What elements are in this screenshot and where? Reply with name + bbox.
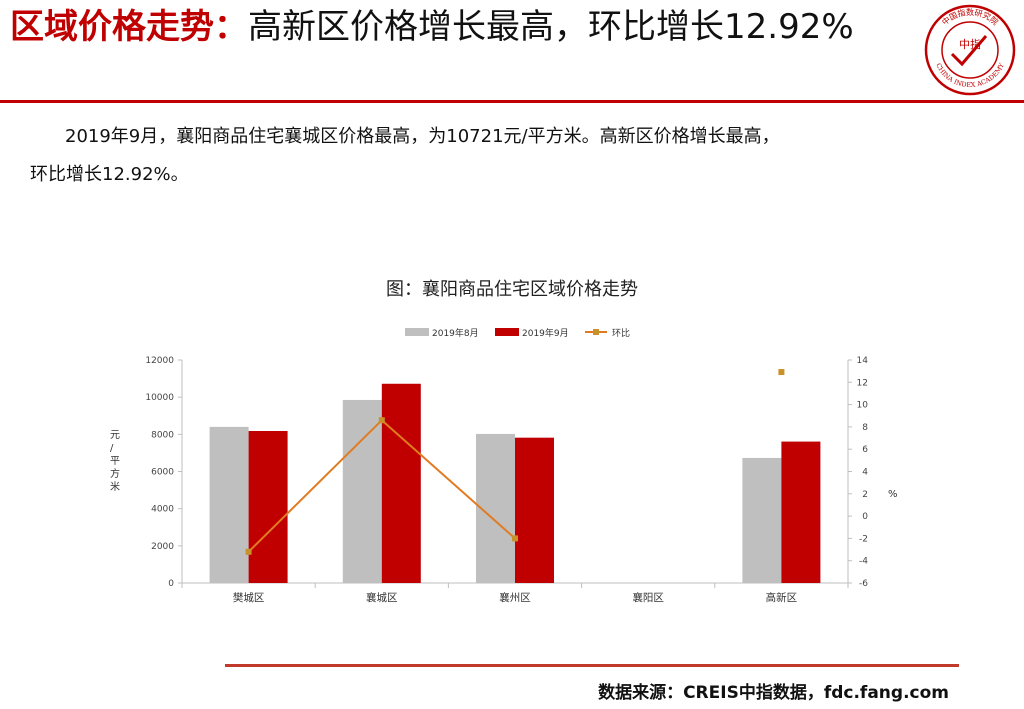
logo-top-text: 中国指数研究院 — [940, 7, 1001, 27]
line-point — [778, 369, 785, 376]
bar — [515, 437, 554, 583]
y2-tick-label: -6 — [859, 579, 868, 589]
bar — [781, 441, 821, 583]
legend-swatch — [405, 328, 429, 336]
legend-swatch-marker — [593, 329, 599, 335]
line-point — [245, 548, 252, 555]
y-axis-label-char: 米 — [110, 480, 120, 493]
y-tick-label: 8000 — [151, 430, 174, 440]
y-tick-label: 0 — [168, 579, 174, 589]
y-tick-label: 4000 — [151, 505, 174, 515]
page-title-highlight: 区域价格走势： — [10, 7, 248, 47]
bar — [248, 430, 288, 583]
y-tick-label: 12000 — [145, 356, 174, 366]
x-tick-label: 襄城区 — [366, 591, 398, 604]
footer-divider — [225, 664, 959, 667]
x-tick-label: 樊城区 — [233, 591, 265, 604]
x-tick-label: 襄阳区 — [632, 591, 664, 604]
y-axis-label: 元 / 平方米 — [110, 430, 120, 493]
logo-check-mark — [950, 35, 988, 67]
legend-label: 2019年8月 — [432, 327, 479, 339]
summary-paragraph: 2019年9月，襄阳商品住宅襄城区价格最高，为10721元/平方米。高新区价格增… — [30, 118, 1010, 194]
y-axis-label-char: 方 — [110, 467, 120, 480]
y2-tick-label: 0 — [862, 512, 868, 522]
price-trend-chart: 0 2000 4000 6000 8000 10000 12000 -6 -4 -2 0 2 4 6 8 10… — [110, 327, 898, 604]
y2-tick-label: -2 — [859, 534, 868, 544]
page-title-rest: 高新区价格增长最高，环比增长12.92% — [248, 7, 854, 47]
y2-tick-label: 4 — [862, 468, 868, 478]
chart-title: 图：襄阳商品住宅区域价格走势 — [386, 279, 638, 300]
bar — [209, 426, 249, 583]
china-index-academy-logo: 中指 CHINA INDEX ACADEMY 中国指数研究院 — [924, 4, 1016, 96]
y-tick-label: 6000 — [151, 468, 174, 478]
y-axis-label-char: / — [110, 443, 114, 454]
legend: 2019年8月 2019年9月 环比 — [405, 327, 630, 339]
legend-swatch — [495, 328, 519, 336]
bar — [742, 457, 782, 583]
y2-tick-label: -4 — [859, 557, 868, 567]
y-axis-label-char: 平 — [110, 456, 120, 467]
y2-tick-label: 8 — [862, 423, 868, 433]
header-divider — [0, 100, 1024, 103]
y-axis-label-char: 元 — [110, 430, 120, 441]
y2-axis-label: % — [888, 489, 898, 500]
y2-tick-label: 12 — [857, 378, 868, 388]
summary-line-2: 环比增长12.92%。 — [30, 164, 189, 185]
y2-tick-label: 2 — [862, 490, 868, 500]
bar — [342, 399, 382, 583]
bar — [381, 383, 421, 583]
legend-label: 环比 — [612, 327, 630, 339]
y2-tick-label: 6 — [862, 445, 868, 455]
y2-tick-label: 14 — [857, 356, 869, 366]
y-tick-label: 10000 — [145, 393, 174, 403]
logo-center-text: 中指 — [959, 37, 981, 51]
logo-outer-ring — [924, 4, 1016, 96]
logo-inner-ring — [941, 21, 999, 79]
legend-label: 2019年9月 — [522, 327, 569, 339]
y2-tick-label: 10 — [857, 401, 869, 411]
x-tick-label: 襄州区 — [499, 591, 531, 604]
page-title: 区域价格走势：高新区价格增长最高，环比增长12.92% — [10, 6, 910, 48]
data-source: 数据来源：CREIS中指数据，fdc.fang.com — [598, 683, 949, 703]
summary-line-1: 2019年9月，襄阳商品住宅襄城区价格最高，为10721元/平方米。高新区价格增… — [65, 126, 780, 147]
line-point — [378, 417, 385, 424]
logo-top-textpath: 中国指数研究院 — [940, 7, 1001, 27]
y-tick-label: 2000 — [151, 542, 174, 552]
line-point — [512, 535, 518, 542]
x-tick-label: 高新区 — [766, 591, 798, 604]
